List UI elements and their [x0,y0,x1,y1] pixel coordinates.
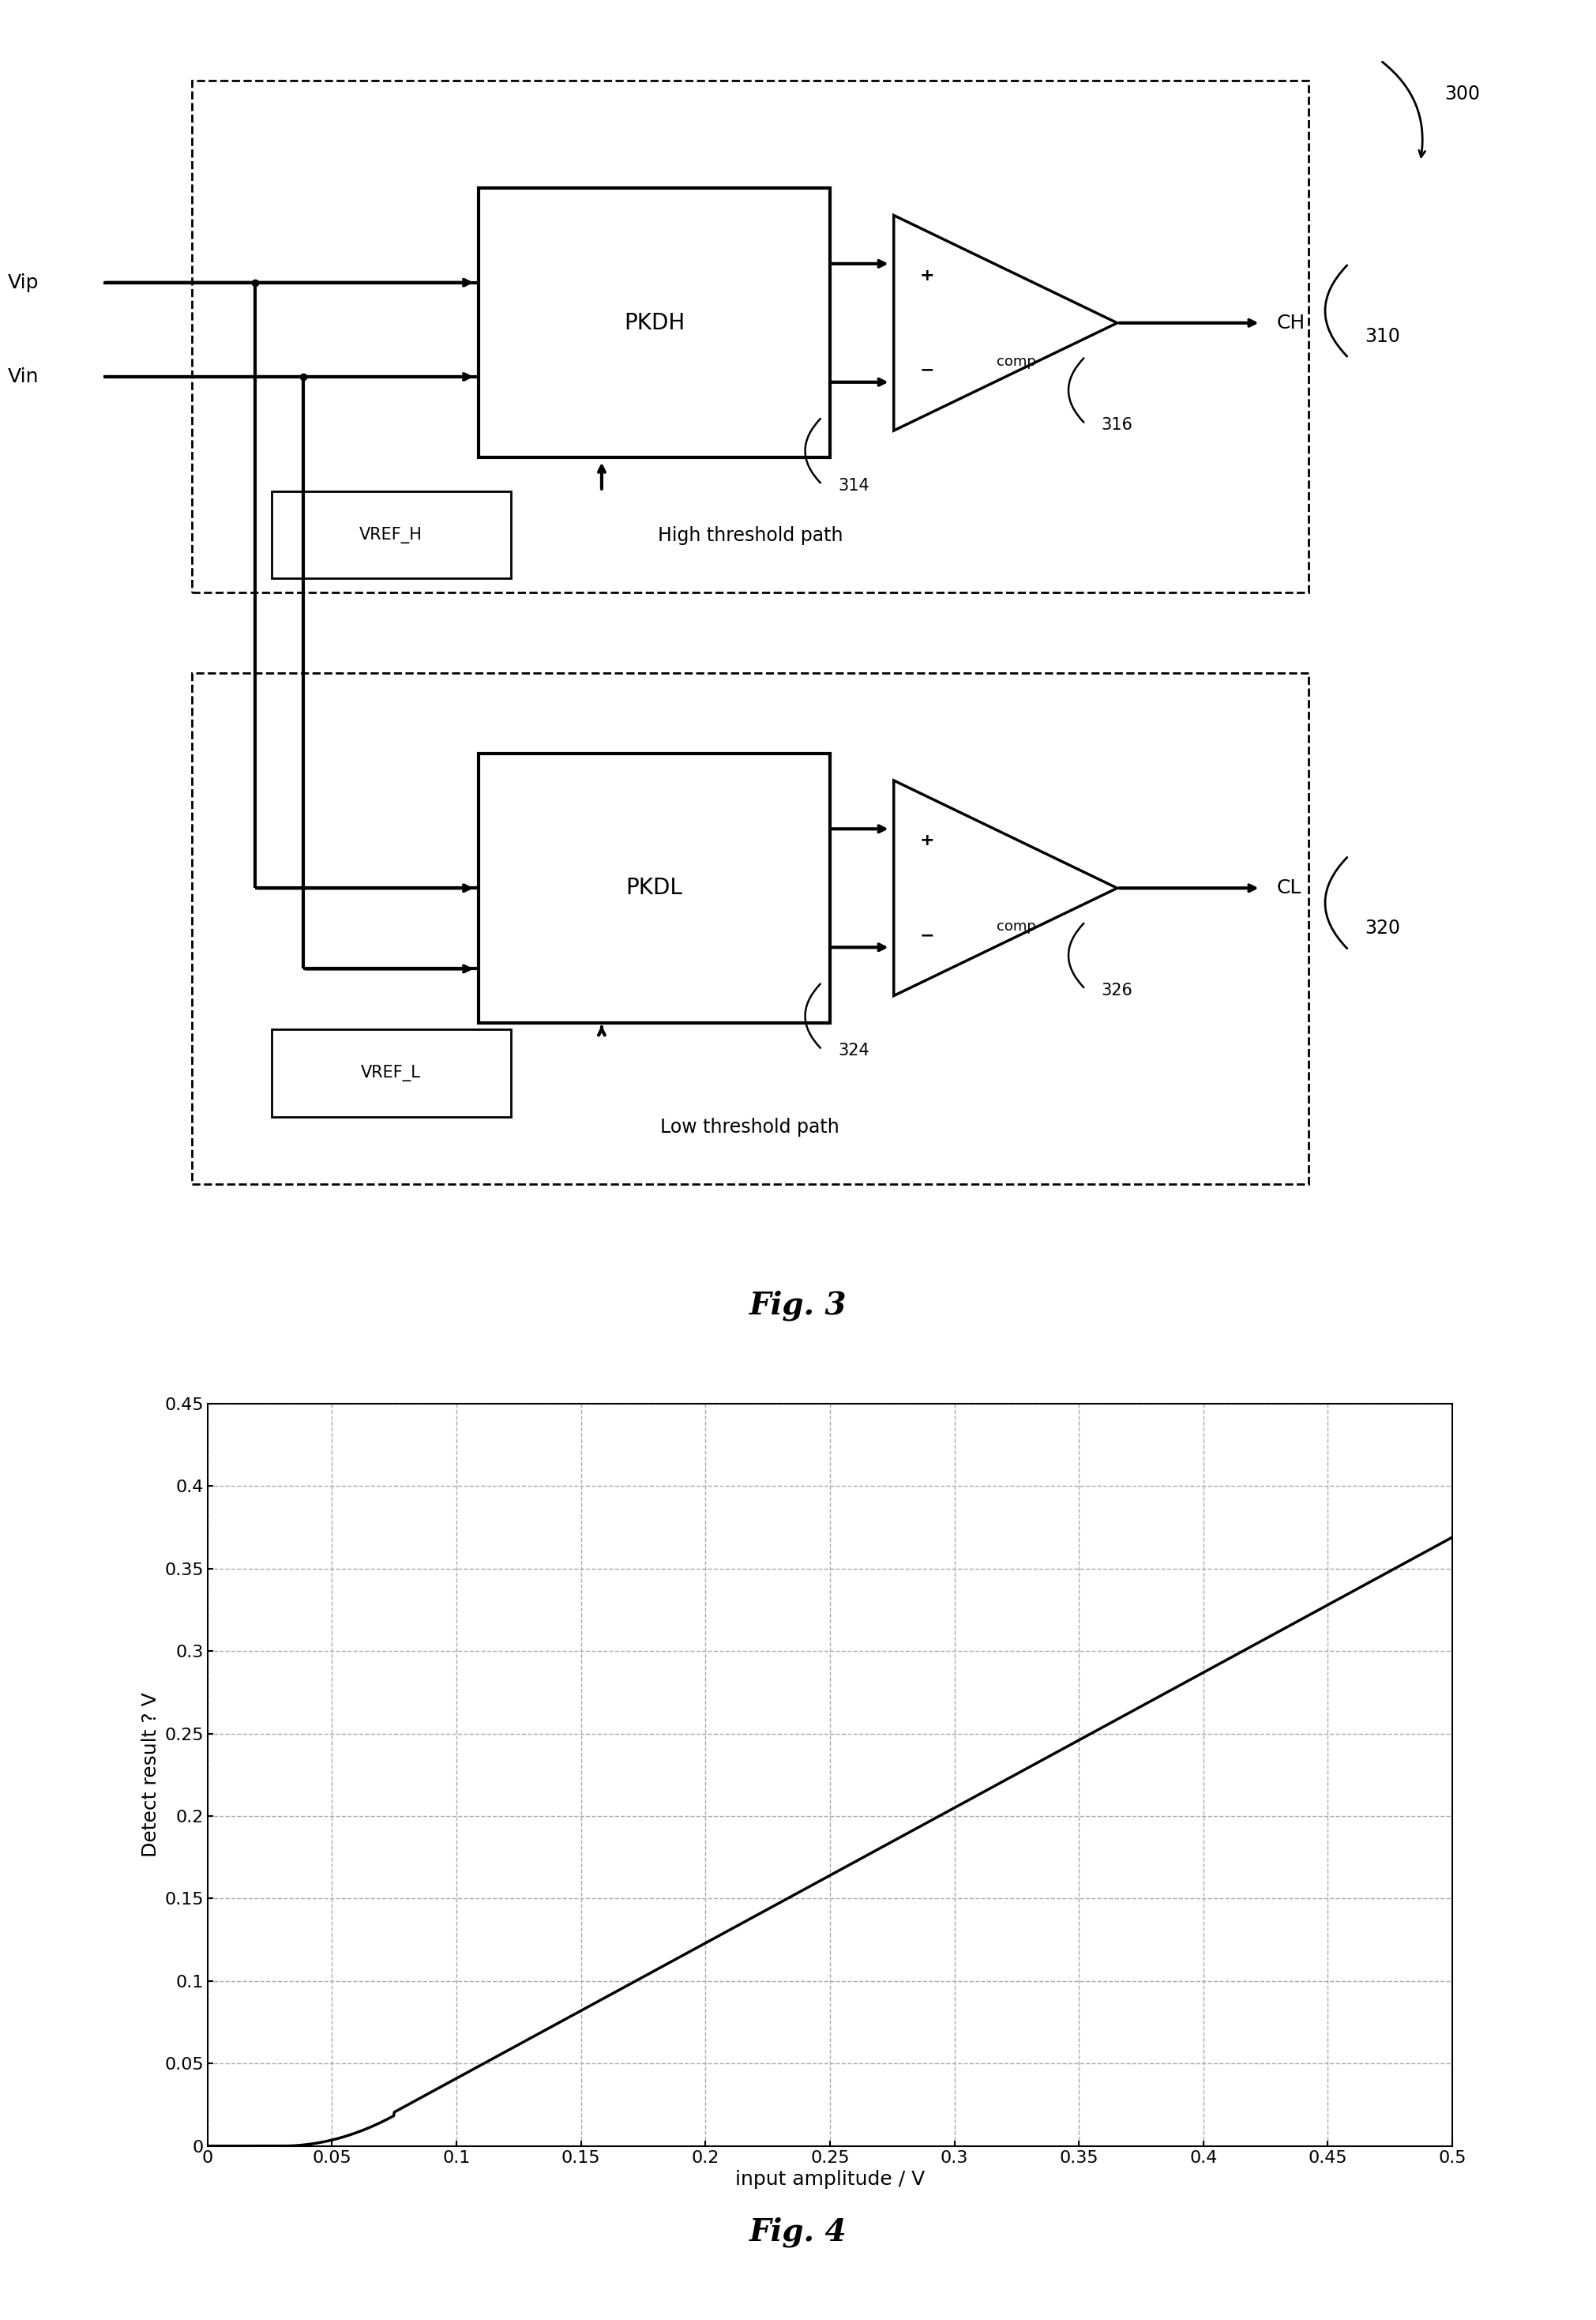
Text: 314: 314 [838,478,870,494]
Text: comp: comp [998,919,1036,935]
Text: PKDH: PKDH [624,311,685,334]
Text: VREF_H: VREF_H [359,527,423,543]
Text: −: − [919,362,935,378]
Bar [192,81,1309,592]
Bar [192,673,1309,1183]
Bar [271,1030,511,1116]
Bar [479,188,830,457]
Text: 316: 316 [1101,418,1133,434]
Text: Vin: Vin [8,367,40,385]
Text: comp: comp [998,355,1036,369]
Text: +: + [919,267,935,283]
Bar [479,754,830,1023]
Text: 324: 324 [838,1044,870,1058]
Text: 326: 326 [1101,981,1133,998]
Text: −: − [919,928,935,944]
Text: 320: 320 [1365,919,1400,937]
Y-axis label: Detect result ? V: Detect result ? V [140,1691,160,1858]
Text: CH: CH [1277,313,1306,332]
Text: 300: 300 [1444,86,1479,104]
X-axis label: input amplitude / V: input amplitude / V [736,2169,924,2190]
Text: High threshold path: High threshold path [658,527,843,545]
Text: Fig. 3: Fig. 3 [749,1290,847,1320]
Text: CL: CL [1277,879,1302,898]
Text: VREF_L: VREF_L [361,1065,421,1081]
Text: Low threshold path: Low threshold path [661,1118,839,1137]
Text: PKDL: PKDL [626,877,683,900]
Bar [271,492,511,578]
Text: Fig. 4: Fig. 4 [749,2216,847,2248]
Text: Vip: Vip [8,274,40,292]
Text: 310: 310 [1365,327,1400,346]
Text: +: + [919,833,935,849]
